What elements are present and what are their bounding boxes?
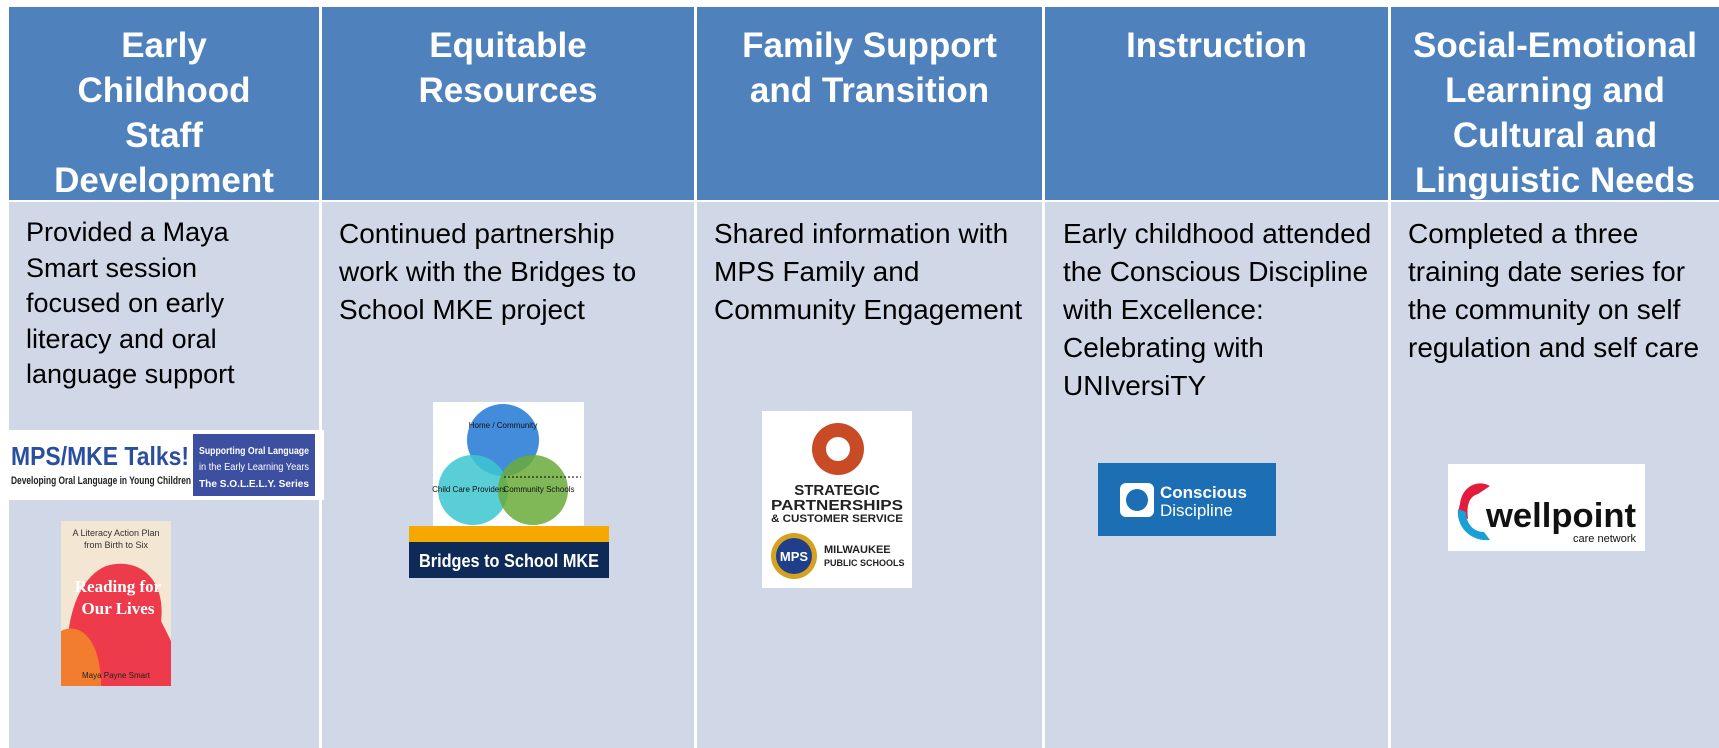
column-text: Completed a three training date series f… [1408, 218, 1700, 363]
book-cover: A Literacy Action Plan from Birth to Six… [61, 521, 171, 686]
logo-text: Reading for Our Lives [74, 577, 162, 618]
column-text: Early childhood attended the Conscious D… [1063, 218, 1372, 401]
logo-text: Developing Oral Language in Young Childr… [11, 475, 191, 487]
logo-text: Community Schools [503, 485, 574, 494]
bridges-logo: Home / Community Child Care Providers Co… [409, 402, 609, 578]
wellpoint-logo: wellpoint care network [1448, 464, 1645, 551]
logo-text: Supporting Oral Language [199, 446, 309, 457]
logo-text: MPS [780, 549, 809, 564]
column-text: Provided a Maya Smart session focused on… [26, 217, 235, 389]
header-text: Early Childhood Staff Development [54, 26, 274, 200]
logo-text: in the Early Learning Years [199, 462, 309, 473]
column-header: Early Childhood Staff Development [9, 7, 319, 200]
logo-text: A Literacy Action Plan from Birth to Six [72, 528, 160, 550]
column-text: Shared information with MPS Family and C… [714, 218, 1023, 325]
column-header: Social-Emotional Learning and Cultural a… [1391, 7, 1719, 200]
logo-text: Child Care Providers [432, 485, 506, 494]
logo-text: PARTNERSHIPS [771, 497, 903, 514]
logo-text: MPS/MKE Talks! [11, 441, 189, 471]
logo-text: care network [1573, 533, 1636, 545]
logo-text: STRATEGIC [794, 482, 880, 499]
mps-logo: STRATEGIC PARTNERSHIPS & CUSTOMER SERVIC… [762, 411, 912, 588]
logo-text: Conscious [1160, 483, 1247, 502]
cd-logo: Conscious Discipline [1098, 463, 1276, 536]
logo-text: MILWAUKEE [824, 544, 891, 556]
column-text: Continued partnership work with the Brid… [339, 218, 637, 325]
logo-text: Home / Community [469, 421, 537, 430]
logo-text: PUBLIC SCHOOLS [824, 558, 905, 568]
header-text: Instruction [1126, 26, 1307, 65]
talks-logo: MPS/MKE Talks! Developing Oral Language … [9, 430, 324, 500]
logo-text: Discipline [1160, 501, 1233, 520]
logo-text: The S.O.L.E.L.Y. Series [199, 479, 309, 490]
logo-text: wellpoint [1485, 497, 1636, 535]
column-header: Family Support and Transition [697, 7, 1042, 200]
header-text: Equitable Resources [418, 26, 598, 110]
header-text: Social-Emotional Learning and Cultural a… [1413, 26, 1697, 200]
logo-text: Bridges to School MKE [419, 551, 599, 571]
logo-text: & CUSTOMER SERVICE [771, 513, 903, 525]
header-text: Family Support and Transition [742, 26, 997, 110]
logo-text: Maya Payne Smart [82, 671, 151, 680]
column-header: Instruction [1045, 7, 1388, 200]
column-header: Equitable Resources [322, 7, 694, 200]
